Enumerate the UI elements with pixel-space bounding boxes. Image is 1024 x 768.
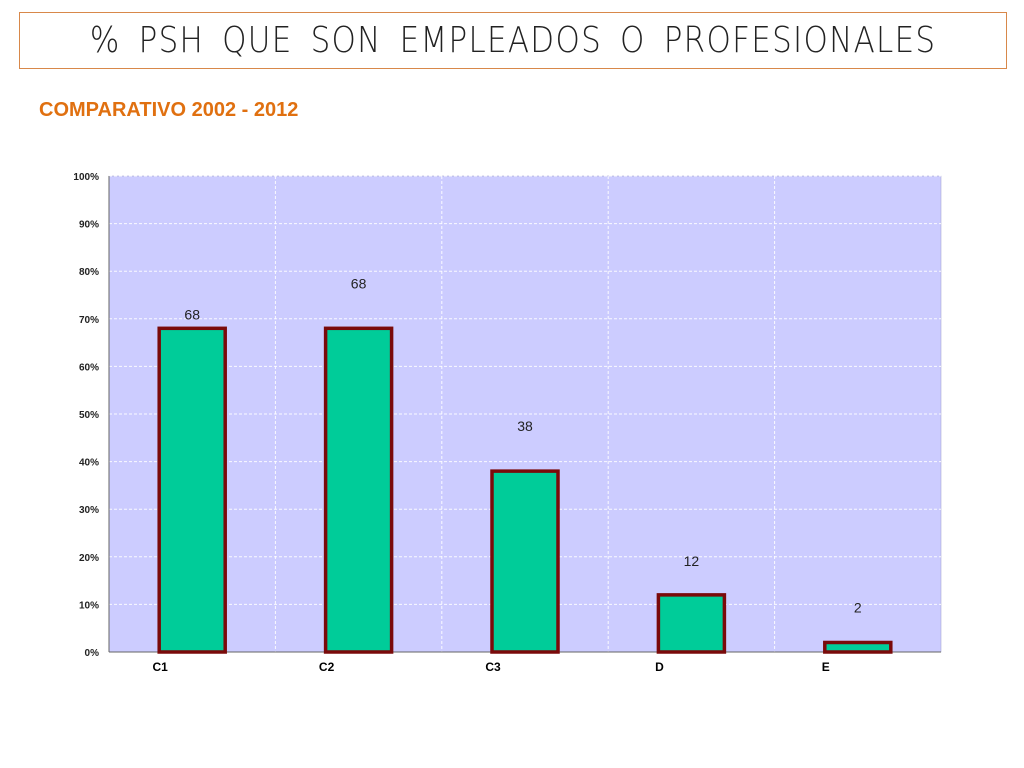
y-tick-label: 20% (79, 553, 99, 564)
y-tick-label: 10% (79, 600, 99, 611)
y-tick-label: 50% (79, 410, 99, 421)
y-tick-label: 60% (79, 362, 99, 373)
bar-e (823, 640, 893, 654)
bar-d (656, 593, 727, 654)
data-label: 38 (517, 418, 533, 434)
x-tick-label: E (822, 660, 830, 674)
y-tick-label: 30% (79, 505, 99, 516)
x-tick-label: C1 (153, 660, 169, 674)
y-tick-label: 40% (79, 458, 99, 469)
bar-c3 (490, 469, 560, 654)
y-tick-label: 70% (79, 315, 99, 326)
y-tick-label: 90% (79, 220, 99, 231)
data-label: 2 (854, 599, 862, 615)
y-tick-label: 0% (85, 648, 100, 659)
y-tick-label: 100% (73, 172, 99, 183)
x-tick-label: D (655, 660, 664, 674)
title-box: % PSH QUE SON EMPLEADOS O PROFESIONALES (19, 12, 1007, 69)
bar-c2 (323, 326, 394, 654)
bar-c1 (157, 326, 227, 654)
x-tick-label: C2 (319, 660, 335, 674)
data-label: 68 (184, 306, 200, 322)
x-tick-label: C3 (485, 660, 501, 674)
page-subtitle: COMPARATIVO 2002 - 2012 (39, 99, 299, 121)
data-label: 68 (351, 275, 367, 291)
data-label: 12 (684, 553, 700, 569)
y-tick-label: 80% (79, 267, 99, 278)
page-title: % PSH QUE SON EMPLEADOS O PROFESIONALES (89, 20, 937, 61)
